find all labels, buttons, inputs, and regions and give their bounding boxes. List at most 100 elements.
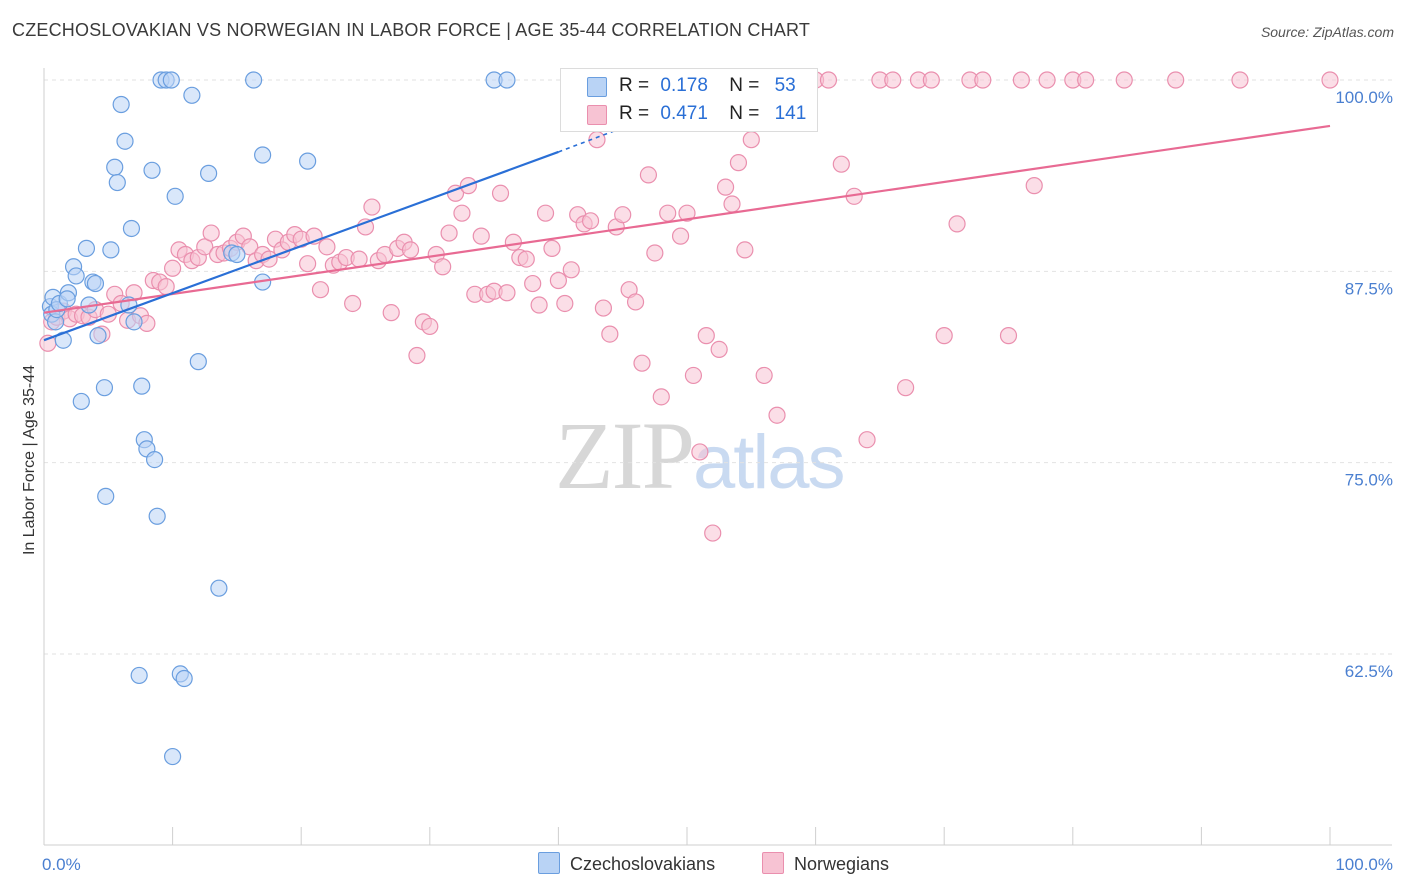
norwegian-point (710, 340, 728, 358)
norwegian-point (691, 443, 709, 461)
czechoslovakian-point (108, 173, 126, 192)
norwegian-point (549, 271, 568, 290)
czechoslovakian-point (189, 353, 207, 371)
czechoslovakian-point (200, 164, 218, 182)
norwegian-point (614, 206, 632, 224)
norwegian-point (491, 184, 510, 202)
legend-n-value: 141 (774, 103, 807, 124)
norwegian-point (472, 227, 490, 245)
norwegian-point (974, 71, 992, 89)
norwegian-point (729, 154, 748, 172)
norwegian-point (1012, 71, 1030, 89)
norwegian-point (164, 259, 182, 277)
czechoslovakian-point (112, 95, 130, 114)
norwegian-point (948, 215, 966, 233)
bottom-legend-norwegians: Norwegians (762, 852, 889, 875)
norwegian-point (819, 71, 838, 89)
norwegian-point (299, 255, 317, 273)
norwegian-point (344, 294, 362, 313)
norwegian-point (1025, 177, 1043, 195)
legend-n-label: N = (729, 103, 760, 124)
norwegian-point (318, 238, 336, 256)
norwegian-point (1231, 71, 1249, 89)
norwegian-point (241, 238, 259, 256)
norwegian-point (1167, 71, 1185, 89)
chart-title: CZECHOSLOVAKIAN VS NORWEGIAN IN LABOR FO… (12, 20, 811, 40)
czechoslovakian-point (210, 579, 228, 597)
czechoslovakian-point (77, 239, 96, 257)
norwegian-point (421, 317, 439, 336)
czechoslovakian-point (72, 392, 90, 411)
norwegian-trend-line (43, 124, 1331, 314)
czechoslovakian-point (97, 487, 115, 505)
bottom-legend-label: Czechoslovakians (570, 854, 716, 874)
bottom-legend-swatch-blue (538, 852, 560, 874)
norwegian-point (581, 212, 600, 230)
czechoslovakian-point (130, 666, 148, 685)
czechoslovakian-point (122, 219, 141, 238)
norwegian-point (543, 239, 561, 257)
stats-legend: R = 0.178 N = 53 R = 0.471 N = 141 (560, 68, 818, 132)
czechoslovakian-point (183, 86, 201, 104)
norwegian-point (723, 195, 741, 213)
x-tick-label: 0.0% (42, 855, 81, 874)
czechoslovakian-point (133, 377, 151, 395)
czechoslovakian-point (299, 152, 317, 170)
czechoslovakian-trend-extension (558, 122, 636, 153)
czechoslovakian-point (498, 71, 516, 89)
czechoslovakian-point (67, 267, 85, 285)
norwegian-point (678, 204, 696, 222)
norwegian-point (659, 204, 677, 222)
czechoslovakian-point (145, 451, 164, 469)
norwegian-point (626, 293, 645, 311)
norwegian-point (363, 198, 381, 216)
czechoslovakian-point (245, 71, 263, 89)
norwegian-point (453, 204, 471, 222)
bottom-legend-swatch-pink (762, 852, 784, 874)
norwegian-point (884, 71, 902, 89)
y-tick-label: 100.0% (1335, 88, 1393, 107)
norwegian-point (556, 294, 574, 313)
norwegian-point (832, 155, 850, 173)
norwegian-point (1077, 71, 1095, 89)
norwegian-point (999, 327, 1018, 345)
norwegian-point (408, 346, 426, 365)
norwegian-point (1321, 71, 1339, 89)
norwegian-point (1038, 71, 1056, 89)
legend-r-label: R = (619, 75, 650, 96)
bottom-legend-czechoslovakians: Czechoslovakians (538, 852, 715, 875)
norwegian-point (697, 327, 715, 345)
czechoslovakian-point (148, 507, 166, 525)
czechoslovakian-point (89, 327, 107, 345)
czechoslovakian-point (254, 146, 272, 164)
czechoslovakian-point (162, 71, 180, 89)
norwegian-point (922, 71, 940, 89)
norwegian-point (601, 325, 619, 343)
source-label: Source: ZipAtlas.com (1260, 24, 1394, 40)
y-axis-label: In Labor Force | Age 35-44 (21, 364, 38, 556)
norwegian-point (897, 379, 915, 397)
norwegian-point (536, 204, 555, 222)
norwegian-point (646, 244, 664, 262)
norwegian-point (382, 304, 400, 322)
norwegian-point (716, 178, 735, 196)
czechoslovakian-point (125, 313, 143, 331)
norwegian-point (704, 524, 722, 542)
norwegian-point (755, 366, 773, 385)
legend-r-value: 0.178 (660, 75, 708, 96)
norwegian-point (434, 258, 452, 276)
norwegian-point (401, 241, 420, 259)
norwegian-point (562, 261, 580, 279)
czechoslovakian-point (143, 161, 161, 179)
czechoslovakian-point (166, 187, 184, 205)
norwegian-point (594, 299, 613, 317)
norwegian-point (157, 278, 175, 296)
norwegian-point (652, 388, 670, 406)
norwegian-point (350, 250, 368, 268)
norwegian-point (736, 241, 754, 259)
norwegian-point (684, 366, 703, 385)
legend-n-label: N = (729, 75, 760, 96)
czechoslovakian-point (164, 747, 182, 766)
legend-swatch-blue (587, 77, 607, 97)
